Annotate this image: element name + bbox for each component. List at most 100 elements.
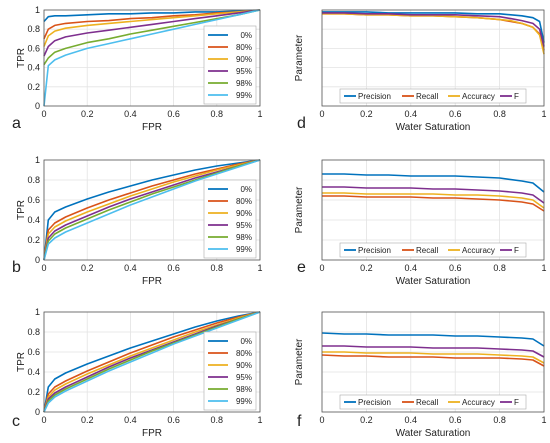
x-axis-label: FPR [142,276,162,287]
legend: 0% 80% 90% 95% 98% 99% [203,331,257,411]
x-tick-label: 0.8 [211,263,224,273]
series-line-0pct [43,9,261,23]
series-line-accuracy [322,192,545,209]
x-tick-label: 0.6 [167,263,180,273]
x-tick-label: 0.6 [449,263,462,273]
panel-c: 0 0.2 0.4 0.6 0.8 1 0 0.2 0.4 0.6 0.8 1 FPR TPR c 0% 80%… [12,307,263,439]
x-tick-label: 0.2 [81,109,94,119]
series-line-98pct [43,311,261,413]
x-tick-label: 1 [257,109,262,119]
y-axis-label: Parameter [294,338,305,385]
series-line-f [322,12,545,47]
axes-box [321,9,545,107]
y-tick-label: 1 [35,307,40,317]
x-tick-label: 0.2 [360,109,373,119]
x-tick-label: 0.2 [360,415,373,425]
y-axis-label: Parameter [294,186,305,233]
legend-box [203,25,257,105]
series-line-recall [321,354,545,367]
panel-letter: d [297,115,306,132]
legend-entry: 98% [236,79,252,88]
panel-letter: e [297,259,306,276]
x-tick-label: 0.4 [405,263,418,273]
y-tick-label: 0.2 [27,387,40,397]
legend-box [203,179,257,259]
legend-entry: Precision [358,92,391,101]
series-line-accuracy [322,351,545,364]
legend: Precision Recall Accuracy F [339,394,527,410]
axes-box [43,9,261,107]
legend-entry: F [514,246,519,255]
y-axis-label: TPR [16,200,27,220]
panel-d: 0 0.2 0.4 0.6 0.8 1 Water Saturation Parameter d… [294,9,547,133]
series-line-98pct [43,159,261,261]
legend-entry: Precision [358,246,391,255]
series-line-90pct [43,159,261,261]
series-line-accuracy [322,13,545,55]
legend: Precision Recall Accuracy F [339,88,527,104]
legend-entry: 90% [236,209,252,218]
y-tick-label: 0.8 [27,24,40,34]
x-axis-label: Water Saturation [396,428,471,439]
axes-box [43,159,261,261]
x-tick-label: 0 [41,263,46,273]
series-line-precision [322,11,545,43]
panel-letter: a [12,115,21,132]
x-tick-label: 0.4 [124,263,137,273]
y-tick-label: 0.8 [27,327,40,337]
legend-entry: 0% [240,185,252,194]
x-tick-label: 0.6 [167,415,180,425]
series-line-f [322,345,545,358]
legend-entry: 90% [236,361,252,370]
y-tick-label: 0 [35,255,40,265]
series-line-0pct [43,311,261,413]
series-line-precision [321,332,545,347]
x-tick-label: 0.4 [405,109,418,119]
y-tick-label: 0 [35,101,40,111]
x-tick-label: 1 [257,263,262,273]
legend-entry: 99% [236,91,252,100]
x-tick-label: 0.8 [211,415,224,425]
y-tick-label: 0.6 [27,195,40,205]
x-tick-label: 0.6 [167,109,180,119]
legend-entry: Recall [416,398,438,407]
axes-box [321,311,545,413]
legend-box [339,242,527,258]
axes-box [321,159,545,261]
panel-f: 0 0.2 0.4 0.6 0.8 1 Water Saturation Parameter f… [294,311,547,439]
x-tick-label: 0 [319,263,324,273]
x-tick-label: 0.8 [493,415,506,425]
legend-entry: 99% [236,397,252,406]
legend-entry: Precision [358,398,391,407]
x-tick-label: 0.8 [493,109,506,119]
x-tick-label: 0 [41,415,46,425]
x-tick-label: 0.2 [81,415,94,425]
series-line-90pct [43,311,261,413]
legend: 0% 80% 90% 95% 98% 99% [203,179,257,259]
panel-a: 0 0.2 0.4 0.6 0.8 1 0 0.2 0.4 0.6 0.8 1 FPR TPR a 0% 80%… [12,5,263,133]
x-axis-label: FPR [142,428,162,439]
x-tick-label: 0.4 [124,109,137,119]
legend-entry: 99% [236,245,252,254]
legend-entry: 90% [236,55,252,64]
x-tick-label: 1 [257,415,262,425]
y-tick-label: 0.4 [27,367,40,377]
y-tick-label: 0.6 [27,347,40,357]
legend-entry: 95% [236,373,252,382]
legend-entry: 95% [236,67,252,76]
panel-e: 0 0.2 0.4 0.6 0.8 1 Water Saturation Parameter e… [294,159,547,287]
x-tick-label: 0.8 [211,109,224,119]
series-line-precision [322,173,545,193]
y-tick-label: 0.6 [27,43,40,53]
legend-entry: 98% [236,233,252,242]
legend-entry: 98% [236,385,252,394]
y-tick-label: 1 [35,155,40,165]
legend-entry: F [514,92,519,101]
y-tick-label: 0.4 [27,63,40,73]
x-axis-label: Water Saturation [396,276,471,287]
x-tick-label: 0.6 [449,109,462,119]
series-line-80pct [43,9,261,40]
x-tick-label: 1 [541,263,546,273]
panel-b: 0 0.2 0.4 0.6 0.8 1 0 0.2 0.4 0.6 0.8 1 FPR TPR b 0% 80%… [12,155,263,287]
